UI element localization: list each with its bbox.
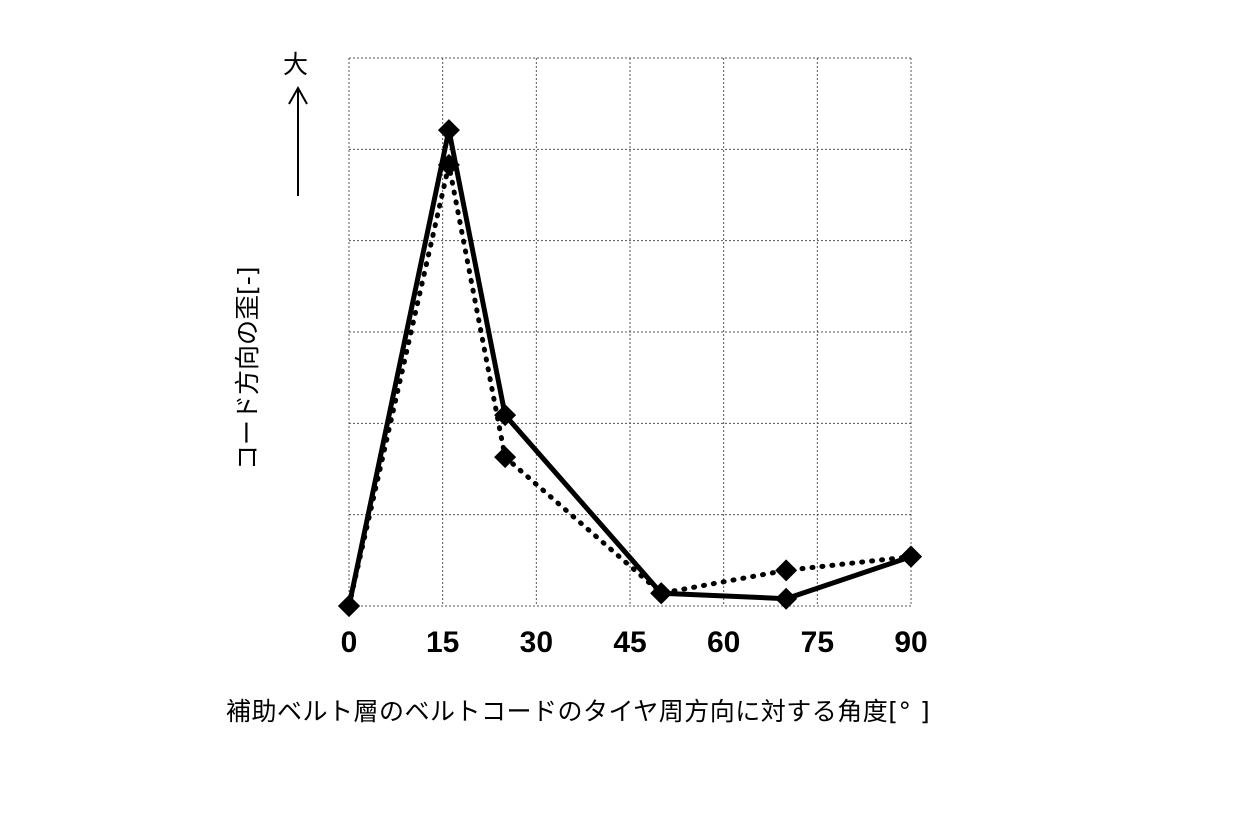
x-tick-label: 60 xyxy=(707,626,740,659)
diamond-marker-icon xyxy=(494,404,517,427)
x-tick-label: 30 xyxy=(520,626,553,659)
diamond-marker-icon xyxy=(775,559,798,582)
x-tick-label: 75 xyxy=(801,626,834,659)
x-tick-label: 45 xyxy=(613,626,646,659)
x-tick-label: 90 xyxy=(894,626,927,659)
y-axis-label: コード方向の歪[-] xyxy=(233,266,262,470)
diamond-marker-icon xyxy=(650,582,673,605)
diamond-marker-icon xyxy=(900,545,922,568)
large-direction-label: 大 xyxy=(283,50,309,79)
series-line-solid xyxy=(346,127,912,607)
diamond-marker-icon xyxy=(437,119,460,142)
x-tick-label: 15 xyxy=(426,626,459,659)
series-line-dotted xyxy=(346,162,914,609)
series xyxy=(338,119,922,617)
diamond-marker-icon xyxy=(338,595,360,617)
diamond-marker-icon xyxy=(775,587,798,610)
x-axis-label: 補助ベルト層のベルトコードのタイヤ周方向に対する角度[° ] xyxy=(226,697,931,726)
grid xyxy=(348,57,912,607)
x-axis-ticks: 0 15 30 45 60 75 90 xyxy=(341,626,928,659)
x-tick-label: 0 xyxy=(341,626,358,659)
diamond-marker-icon xyxy=(494,446,517,469)
up-arrow-icon xyxy=(288,85,308,196)
